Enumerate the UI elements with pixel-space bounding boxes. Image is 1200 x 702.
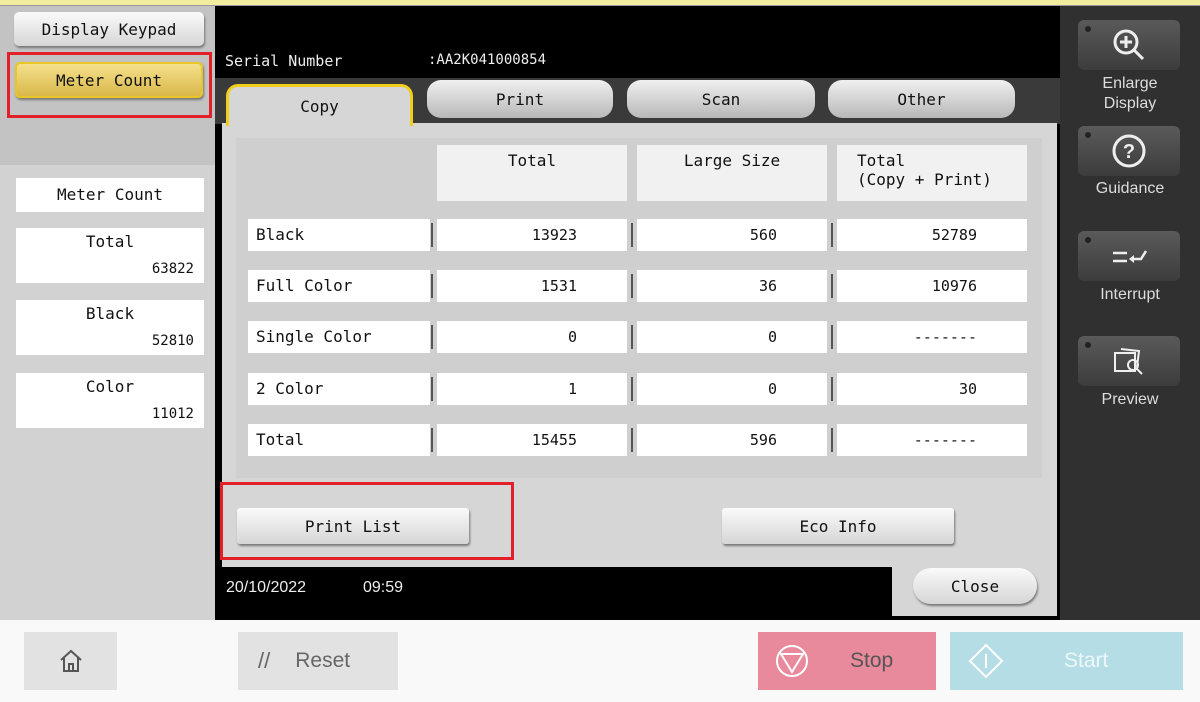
counter-label: Total bbox=[85, 232, 135, 251]
zoom-in-icon bbox=[1113, 29, 1145, 61]
counter-value: 11012 bbox=[151, 406, 194, 422]
cell-value: 52789 bbox=[837, 219, 1027, 251]
counter-label: Color bbox=[85, 377, 135, 396]
cell-value: 0 bbox=[637, 373, 827, 405]
eco-info-button[interactable]: Eco Info bbox=[722, 508, 954, 544]
column-divider bbox=[431, 223, 433, 247]
column-divider bbox=[631, 325, 633, 349]
preview-label: Preview bbox=[1101, 391, 1159, 408]
date: 20/10/2022 bbox=[226, 579, 307, 596]
counter-value: 52810 bbox=[151, 333, 194, 349]
column-divider bbox=[431, 377, 433, 401]
svg-text:?: ? bbox=[1123, 141, 1135, 163]
tab-copy[interactable]: Copy bbox=[226, 84, 413, 126]
cell-value: 0 bbox=[437, 321, 627, 353]
reset-label: Reset bbox=[295, 649, 351, 672]
column-divider bbox=[831, 223, 833, 247]
stop-icon bbox=[776, 645, 808, 677]
reset-button[interactable]: // Reset bbox=[238, 632, 398, 690]
print-list-button[interactable]: Print List bbox=[237, 508, 469, 544]
row-label: 2 Color bbox=[248, 373, 430, 405]
column-divider bbox=[831, 274, 833, 298]
start-button[interactable]: Start bbox=[950, 632, 1183, 690]
interrupt-label: Interrupt bbox=[1100, 286, 1160, 303]
serial-number-label: Serial Number bbox=[225, 52, 343, 70]
column-divider bbox=[831, 325, 833, 349]
start-icon bbox=[968, 643, 1004, 679]
interrupt-icon bbox=[1113, 250, 1148, 263]
counter-value: 63822 bbox=[151, 261, 194, 277]
cell-value: 36 bbox=[637, 270, 827, 302]
column-divider bbox=[631, 377, 633, 401]
column-divider bbox=[431, 274, 433, 298]
enlarge-display-label: Enlarge Display bbox=[1102, 75, 1158, 112]
reset-icon: // bbox=[258, 648, 271, 673]
cell-value: 15455 bbox=[437, 424, 627, 456]
preview-button[interactable] bbox=[1078, 336, 1180, 386]
guidance-label: Guidance bbox=[1095, 180, 1165, 197]
highlight-box-print-list bbox=[220, 482, 514, 560]
column-divider bbox=[831, 428, 833, 452]
cell-value: 1531 bbox=[437, 270, 627, 302]
black-counter: Black 52810 bbox=[16, 300, 204, 355]
tab-other[interactable]: Other bbox=[828, 80, 1015, 118]
color-counter: Color 11012 bbox=[16, 373, 204, 428]
counter-label: Black bbox=[85, 304, 135, 323]
top-status-strip bbox=[0, 0, 1200, 6]
column-divider bbox=[431, 428, 433, 452]
time: 09:59 bbox=[363, 579, 404, 596]
column-divider bbox=[831, 377, 833, 401]
column-divider bbox=[631, 223, 633, 247]
row-label: Total bbox=[248, 424, 430, 456]
cell-value: ------- bbox=[837, 321, 1027, 353]
tab-print[interactable]: Print bbox=[427, 80, 613, 118]
guidance-button[interactable]: ? bbox=[1078, 126, 1180, 176]
preview-icon bbox=[1114, 348, 1143, 375]
total-counter: Total 63822 bbox=[16, 228, 204, 283]
cell-value: 0 bbox=[637, 321, 827, 353]
column-header-total: Total bbox=[437, 145, 627, 201]
enlarge-display-button[interactable] bbox=[1078, 20, 1180, 70]
cell-value: 560 bbox=[637, 219, 827, 251]
serial-number-value: :AA2K041000854 bbox=[428, 52, 547, 68]
stop-button[interactable]: Stop bbox=[758, 632, 936, 690]
column-divider bbox=[631, 274, 633, 298]
meter-count-button[interactable]: Meter Count bbox=[15, 62, 203, 98]
column-divider bbox=[631, 428, 633, 452]
help-icon: ? bbox=[1112, 134, 1146, 168]
row-label: Full Color bbox=[248, 270, 430, 302]
status-bar: 20/10/2022 09:59 bbox=[215, 567, 890, 620]
column-divider bbox=[431, 325, 433, 349]
highlight-box-meter-count bbox=[7, 52, 212, 118]
interrupt-button[interactable] bbox=[1078, 231, 1180, 281]
meter-count-label: Meter Count bbox=[16, 178, 204, 212]
column-header-total-copy-print: Total (Copy + Print) bbox=[837, 145, 1027, 201]
home-button[interactable] bbox=[24, 632, 117, 690]
display-keypad-button[interactable]: Display Keypad bbox=[14, 12, 204, 46]
row-label: Single Color bbox=[248, 321, 430, 353]
cell-value: 1 bbox=[437, 373, 627, 405]
cell-value: 30 bbox=[837, 373, 1027, 405]
cell-value: 13923 bbox=[437, 219, 627, 251]
right-panel: Enlarge Display ? Guidance Interrupt Pre… bbox=[1060, 6, 1200, 620]
cell-value: ------- bbox=[837, 424, 1027, 456]
cell-value: 10976 bbox=[837, 270, 1027, 302]
column-header-large-size: Large Size bbox=[637, 145, 827, 201]
row-label: Black bbox=[248, 219, 430, 251]
start-label: Start bbox=[1064, 649, 1109, 672]
tab-scan[interactable]: Scan bbox=[627, 80, 815, 118]
close-button[interactable]: Close bbox=[913, 568, 1037, 604]
home-icon bbox=[59, 649, 82, 672]
cell-value: 596 bbox=[637, 424, 827, 456]
stop-label: Stop bbox=[850, 649, 894, 672]
